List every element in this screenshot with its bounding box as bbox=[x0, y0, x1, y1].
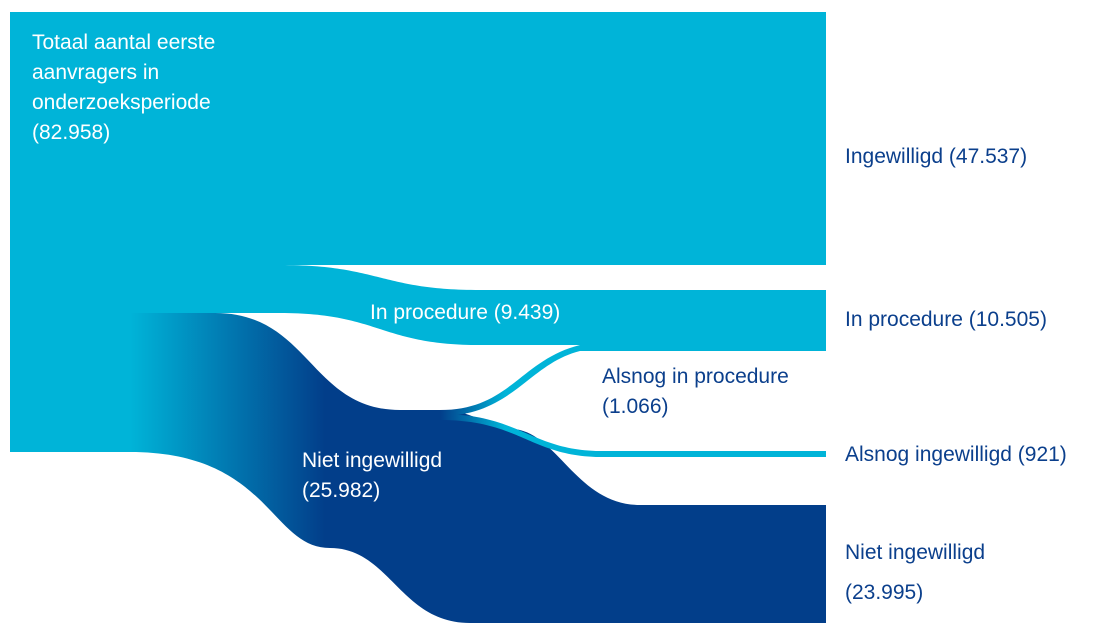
label-in-procedure-final: In procedure (10.505) bbox=[845, 308, 1047, 331]
flow-totaal-to-in-procedure bbox=[10, 265, 826, 345]
flow-totaal-to-ingewilligd bbox=[10, 12, 826, 265]
label-alsnog-ingewilligd: Alsnog ingewilligd (921) bbox=[845, 443, 1067, 466]
flow-niet-to-alsnog-ingewilligd bbox=[440, 414, 826, 457]
label-ingewilligd: Ingewilligd (47.537) bbox=[845, 145, 1028, 168]
label-niet-ingewilligd-mid: Niet ingewilligd (25.982) bbox=[302, 449, 443, 502]
label-alsnog-in-procedure: Alsnog in procedure (1.066) bbox=[602, 365, 789, 418]
flow-niet-to-alsnog-in-procedure bbox=[440, 345, 826, 416]
flow-totaal-to-niet-ingewilligd bbox=[130, 313, 826, 623]
label-in-procedure-mid: In procedure (9.439) bbox=[370, 301, 561, 324]
label-totaal: Totaal aantal eerste aanvragers in onder… bbox=[32, 31, 216, 144]
label-niet-ingewilligd-final: Niet ingewilligd (23.995) bbox=[845, 541, 986, 604]
